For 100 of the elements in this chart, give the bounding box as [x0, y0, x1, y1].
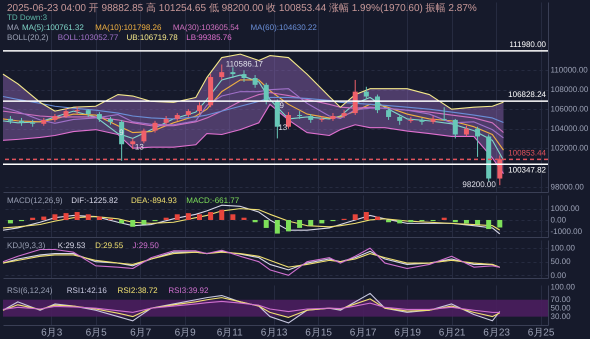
- x-tick-label: 6月11: [216, 328, 244, 338]
- candlestick: [464, 125, 469, 137]
- bar: [96, 216, 102, 220]
- x-tick-label: 6月23: [483, 328, 510, 338]
- series-label: J:29.50: [132, 241, 160, 250]
- annotation: RSI(6,12,24): [7, 286, 53, 295]
- candlestick: [219, 64, 224, 80]
- y-tick-label: 30.00: [550, 312, 572, 322]
- bar: [186, 213, 191, 220]
- bar: [264, 220, 269, 228]
- bar: [464, 220, 469, 224]
- annotation: 13: [278, 122, 288, 132]
- candlestick: [442, 106, 447, 122]
- y-tick-label: 106000.00: [550, 104, 589, 114]
- bar: [286, 220, 291, 232]
- text: BOLL:103052.77: [58, 33, 119, 42]
- line-series: [2, 79, 504, 151]
- x-tick-label: 6月15: [305, 328, 332, 338]
- candlestick: [286, 112, 291, 130]
- bar: [297, 220, 302, 228]
- y-tick-label: 110000.00: [550, 66, 588, 75]
- series-label: MACD:-661.77: [186, 196, 240, 205]
- line-series: [2, 104, 504, 174]
- x-tick-label: 6月25: [528, 328, 555, 338]
- text: MA(10):101798.26: [95, 23, 162, 32]
- bar: [397, 220, 402, 224]
- x-tick-label: 6月21: [438, 328, 466, 338]
- y-tick-label: 100.00: [550, 244, 576, 253]
- x-tick-label: 6月5: [86, 328, 108, 338]
- series-label: RSI2:38.72: [118, 286, 158, 295]
- candlestick: [130, 138, 136, 150]
- bar: [130, 220, 136, 227]
- line-series: [2, 54, 504, 112]
- x-tick-label: 6月17: [350, 328, 377, 338]
- y-tick-label: 98000.00: [550, 182, 584, 192]
- series-label: DIF:-1225.82: [71, 196, 118, 205]
- series-label: RSI1:42.16: [66, 286, 108, 295]
- bar: [486, 220, 492, 230]
- bar: [274, 220, 280, 234]
- y-tick-label: 0.00: [550, 270, 567, 280]
- bar: [364, 212, 369, 220]
- candlestick: [241, 70, 246, 82]
- bar: [119, 220, 124, 224]
- x-tick-label: 6月9: [174, 328, 196, 338]
- series-label: D:29.55: [95, 241, 124, 250]
- text: LB:99385.76: [186, 33, 232, 42]
- bar: [319, 220, 324, 224]
- candlestick: [264, 82, 269, 105]
- line-series: [2, 300, 500, 313]
- y-tick-label: 50.00: [550, 304, 572, 313]
- candlestick: [230, 66, 236, 78]
- bar: [74, 212, 80, 220]
- x-tick-label: 6月3: [41, 328, 63, 338]
- candlestick: [475, 126, 480, 158]
- annotation: 110586.17: [226, 59, 264, 68]
- text: UB:106719.78: [126, 33, 178, 42]
- series-label: RSI3:39.92: [168, 286, 209, 295]
- annotation: 98200.00: [462, 180, 496, 190]
- annotation: MACD(12,26,9): [7, 196, 63, 205]
- candlestick: [152, 120, 158, 134]
- y-tick-label: -1000.00: [550, 226, 583, 236]
- bar: [8, 220, 13, 224]
- y-tick-label: 102000.00: [550, 144, 589, 153]
- candlestick: [297, 110, 302, 120]
- x-tick-label: 6月19: [394, 328, 422, 338]
- bar: [352, 214, 358, 220]
- bar: [196, 214, 202, 220]
- candlestick: [252, 74, 258, 88]
- bar: [86, 214, 91, 220]
- bar: [497, 220, 502, 228]
- text: MA(30):103605.54: [172, 23, 240, 32]
- y-tick-label: 0.00: [550, 215, 567, 224]
- bar: [52, 214, 58, 220]
- chart-title: 2025-06-23 04:00 开 98882.85 高 101254.65 低 98200.00 收 100853.44 涨幅 1.99%(1970.60) 振幅 2.87%: [7, 2, 477, 14]
- y-tick-label: 100.00: [550, 282, 576, 292]
- y-tick-label: 1000.00: [550, 204, 580, 214]
- annotation: MA: [7, 23, 20, 32]
- series-label: K:29.53: [58, 241, 86, 250]
- x-tick-label: 6月13: [260, 328, 288, 338]
- text: TD Down:3: [7, 13, 48, 22]
- text: DEA:-894.93: [131, 196, 178, 205]
- ref-line-label: 100853.44: [508, 148, 547, 158]
- candlestick: [497, 154, 502, 186]
- candlestick: [196, 102, 202, 114]
- bar: [230, 214, 236, 220]
- bar: [64, 213, 69, 220]
- ref-line-label: 106828.24: [508, 90, 547, 100]
- y-tick-label: 70.00: [550, 295, 572, 304]
- bar: [475, 220, 480, 225]
- annotation: 9: [119, 128, 124, 137]
- annotation: KDJ(9,3,3): [7, 241, 46, 250]
- bar: [141, 220, 146, 225]
- candlestick: [96, 112, 102, 122]
- candlestick: [364, 86, 369, 100]
- candlestick: [452, 118, 458, 139]
- candlestick: [397, 114, 402, 126]
- line-series: [2, 74, 504, 161]
- bar: [308, 220, 314, 226]
- candlestick: [386, 108, 392, 120]
- candlestick: [141, 128, 146, 144]
